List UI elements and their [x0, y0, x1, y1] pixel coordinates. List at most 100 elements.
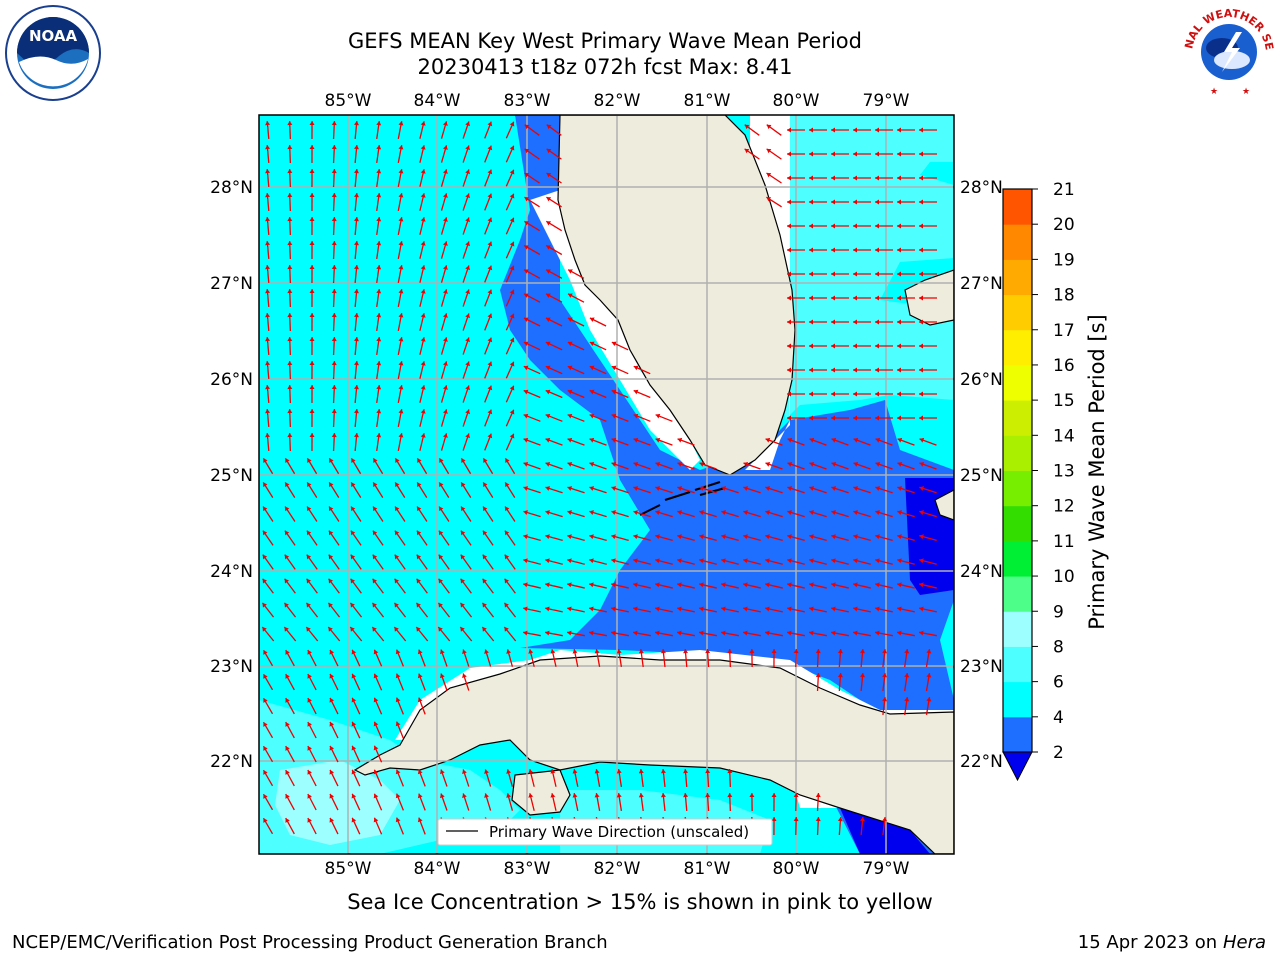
- wave-arrow-head-280: [420, 409, 426, 414]
- wave-arrow-head-87: [875, 199, 879, 205]
- wave-arrow-head-311: [523, 437, 529, 443]
- wave-arrow-head-172: [853, 295, 857, 301]
- wave-arrow-head-263: [589, 389, 595, 395]
- wave-arrow-head-48: [309, 169, 315, 174]
- wave-arrow-head-655: [484, 769, 489, 774]
- wave-arrow-head-229: [398, 361, 404, 366]
- wave-arrow-head-165: [509, 289, 515, 295]
- wave-arrow-head-476: [831, 558, 836, 564]
- wave-arrow-head-418: [919, 510, 924, 515]
- wave-arrow-head-82: [766, 197, 772, 202]
- wave-arrow-head-634: [307, 722, 312, 727]
- colorbar-tick-label-2: 6: [1053, 673, 1064, 693]
- wave-arrow-head-394: [395, 506, 400, 512]
- wave-arrow-head-668: [285, 794, 290, 799]
- colorbar-tick-label-4: 9: [1053, 602, 1064, 622]
- lat-label-right-0: 28°N: [960, 178, 1003, 198]
- wave-arrow-head-449: [919, 534, 924, 540]
- wave-arrow-head-234: [509, 361, 515, 367]
- wave-arrow-head-135: [331, 265, 337, 270]
- wave-arrow-head-685: [660, 793, 666, 798]
- wave-arrow-head-198: [919, 319, 923, 325]
- wave-arrow-head-580: [395, 649, 401, 655]
- wave-arrow-head-582: [439, 649, 445, 655]
- lon-label-top-5: 80°W: [773, 91, 820, 111]
- wave-arrow-head-642: [329, 745, 335, 751]
- wave-arrow-head-545: [306, 627, 311, 632]
- wave-arrow-head-60: [766, 173, 772, 178]
- footer-date-text: 15 Apr 2023 on: [1077, 932, 1223, 953]
- wave-arrow-head-508: [853, 582, 858, 588]
- wave-arrow-head-534: [743, 606, 748, 612]
- wave-arrow-head-324: [875, 437, 881, 443]
- wave-arrow-head-137: [376, 265, 382, 270]
- wave-arrow-head-109: [897, 223, 901, 229]
- wave-arrow-head-439: [699, 534, 704, 540]
- colorbar-tick-label-11: 16: [1053, 356, 1075, 376]
- wave-arrow-head-523: [504, 602, 509, 608]
- wave-arrow-head-635: [329, 721, 335, 727]
- wave-arrow-head-166: [524, 293, 529, 298]
- wave-arrow-head-333: [395, 458, 400, 463]
- wave-arrow-head-646: [285, 770, 290, 775]
- wave-arrow-head-306: [420, 433, 426, 438]
- wave-arrow-head-430: [504, 530, 510, 536]
- wave-arrow-head-378: [721, 486, 727, 491]
- wave-arrow-head-469: [677, 558, 682, 564]
- wave-arrow-head-638: [395, 721, 401, 727]
- wave-arrow-head-276: [331, 409, 337, 414]
- wave-arrow-head-115: [353, 241, 359, 246]
- wave-arrow-head-696: [329, 817, 335, 823]
- colorbar-tick-label-1: 4: [1053, 708, 1064, 728]
- wave-arrow-head-193: [809, 319, 813, 325]
- wave-arrow-head-308: [465, 433, 470, 439]
- wave-arrow-head-74: [398, 193, 404, 198]
- wave-arrow-head-480: [919, 558, 924, 564]
- nws-logo: NATIONAL WEATHER SERVICE ★ ★: [1180, 2, 1276, 98]
- florida-keys-1: [664, 491, 691, 501]
- wave-arrow-head-293: [809, 415, 813, 421]
- wave-arrow-head-131: [919, 247, 923, 253]
- wave-arrow-head-458: [438, 554, 444, 560]
- wave-arrow-head-29: [398, 145, 404, 150]
- wave-arrow-head-661: [616, 769, 622, 774]
- coastal-mask-east: [745, 115, 790, 470]
- wave-arrow-head-356: [919, 461, 925, 467]
- wave-arrow-head-358: [285, 482, 290, 488]
- wave-arrow-head-329: [307, 458, 312, 463]
- wave-arrow-head-494: [545, 582, 550, 588]
- wave-arrow-head-630: [904, 697, 910, 702]
- wave-arrow-head-37: [744, 148, 750, 154]
- wave-arrow-head-217: [809, 343, 813, 349]
- wave-arrow-head-46: [265, 169, 271, 174]
- wave-arrow-head-533: [721, 606, 726, 612]
- wave-arrow-head-130: [897, 247, 901, 253]
- wave-arrow-head-30: [420, 145, 426, 150]
- wave-arrow-head-216: [787, 343, 791, 349]
- wave-arrow-head-13: [546, 124, 552, 130]
- wave-arrow-head-73: [376, 193, 382, 198]
- wave-arrow-head-174: [897, 295, 901, 301]
- wave-arrow-head-403: [589, 510, 594, 515]
- wave-arrow-head-415: [853, 510, 858, 515]
- wave-arrow-head-290: [633, 413, 639, 419]
- wave-arrow-head-9: [465, 121, 470, 127]
- wave-arrow-head-563: [699, 630, 704, 636]
- wave-arrow-head-41: [831, 151, 835, 157]
- wave-arrow-head-93: [331, 217, 337, 222]
- wave-arrow-head-176: [265, 313, 271, 318]
- wave-arrow-head-585: [506, 649, 512, 654]
- wave-arrow-head-602: [882, 649, 888, 654]
- wave-arrow-head-47: [287, 169, 293, 174]
- wave-arrow-head-83: [787, 199, 791, 205]
- lat-label-right-4: 24°N: [960, 562, 1003, 582]
- wave-arrow-head-11: [509, 121, 515, 127]
- wave-arrow-head-278: [376, 409, 382, 414]
- wave-arrow-head-520: [438, 602, 443, 608]
- wave-arrow-head-413: [809, 510, 814, 515]
- wave-arrow-head-512: [262, 602, 267, 608]
- wave-arrow-head-277: [353, 409, 359, 414]
- wave-arrow-head-120: [465, 241, 470, 247]
- wave-arrow-head-619: [904, 673, 910, 678]
- wave-arrow-head-721: [882, 817, 888, 822]
